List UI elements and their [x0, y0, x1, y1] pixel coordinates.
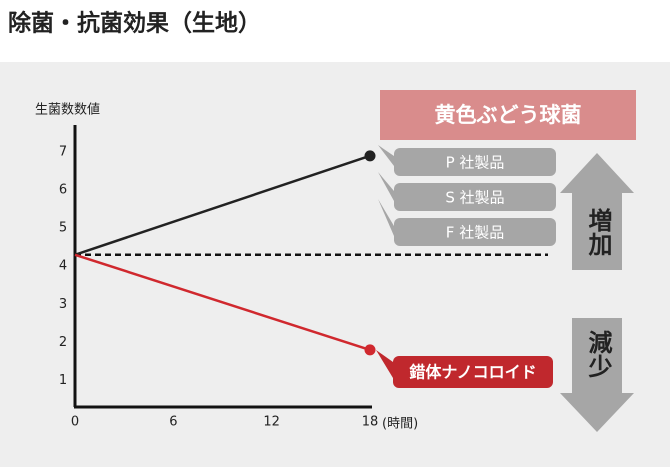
down-arrow [560, 318, 634, 432]
chart-title: 除菌・抗菌効果（生地） [8, 10, 261, 37]
up-arrow [560, 153, 634, 270]
product-label: F 社製品 [446, 224, 504, 242]
product-label: S 社製品 [445, 189, 504, 207]
header-box [380, 90, 636, 140]
series-line [74, 154, 371, 256]
x-tick-label: 6 [169, 415, 177, 430]
y-tick-label: 4 [59, 259, 67, 274]
y-tick-label: 2 [59, 335, 67, 350]
series-line [74, 253, 371, 352]
y-tick-label: 1 [59, 373, 67, 388]
x-axis-label: (時間) [382, 417, 418, 432]
y-tick-label: 6 [59, 183, 67, 198]
end-point [364, 150, 376, 162]
callout-tail [378, 145, 394, 166]
callout-tail [378, 172, 394, 201]
header-text: 黄色ぶどう球菌 [435, 103, 582, 127]
y-axis-label: 生菌数数値 [35, 102, 100, 118]
x-tick-label: 12 [263, 415, 280, 430]
product-box [394, 218, 556, 246]
y-tick-label: 5 [59, 221, 67, 236]
product-box [394, 183, 556, 211]
x-tick-label: 18 [362, 415, 379, 430]
y-tick-label: 3 [59, 297, 67, 312]
ours-label: 錯体ナノコロイド [409, 363, 536, 382]
callout-tail [378, 199, 394, 236]
product-label: P 社製品 [446, 154, 505, 172]
callout-tail [376, 350, 393, 378]
end-point [364, 344, 376, 356]
increase-label: 増加 [584, 207, 612, 257]
x-tick-label: 0 [71, 415, 79, 430]
y-tick-label: 7 [59, 145, 67, 160]
decrease-label: 減少 [584, 330, 613, 378]
ours-box [393, 356, 553, 388]
product-box [394, 148, 556, 176]
